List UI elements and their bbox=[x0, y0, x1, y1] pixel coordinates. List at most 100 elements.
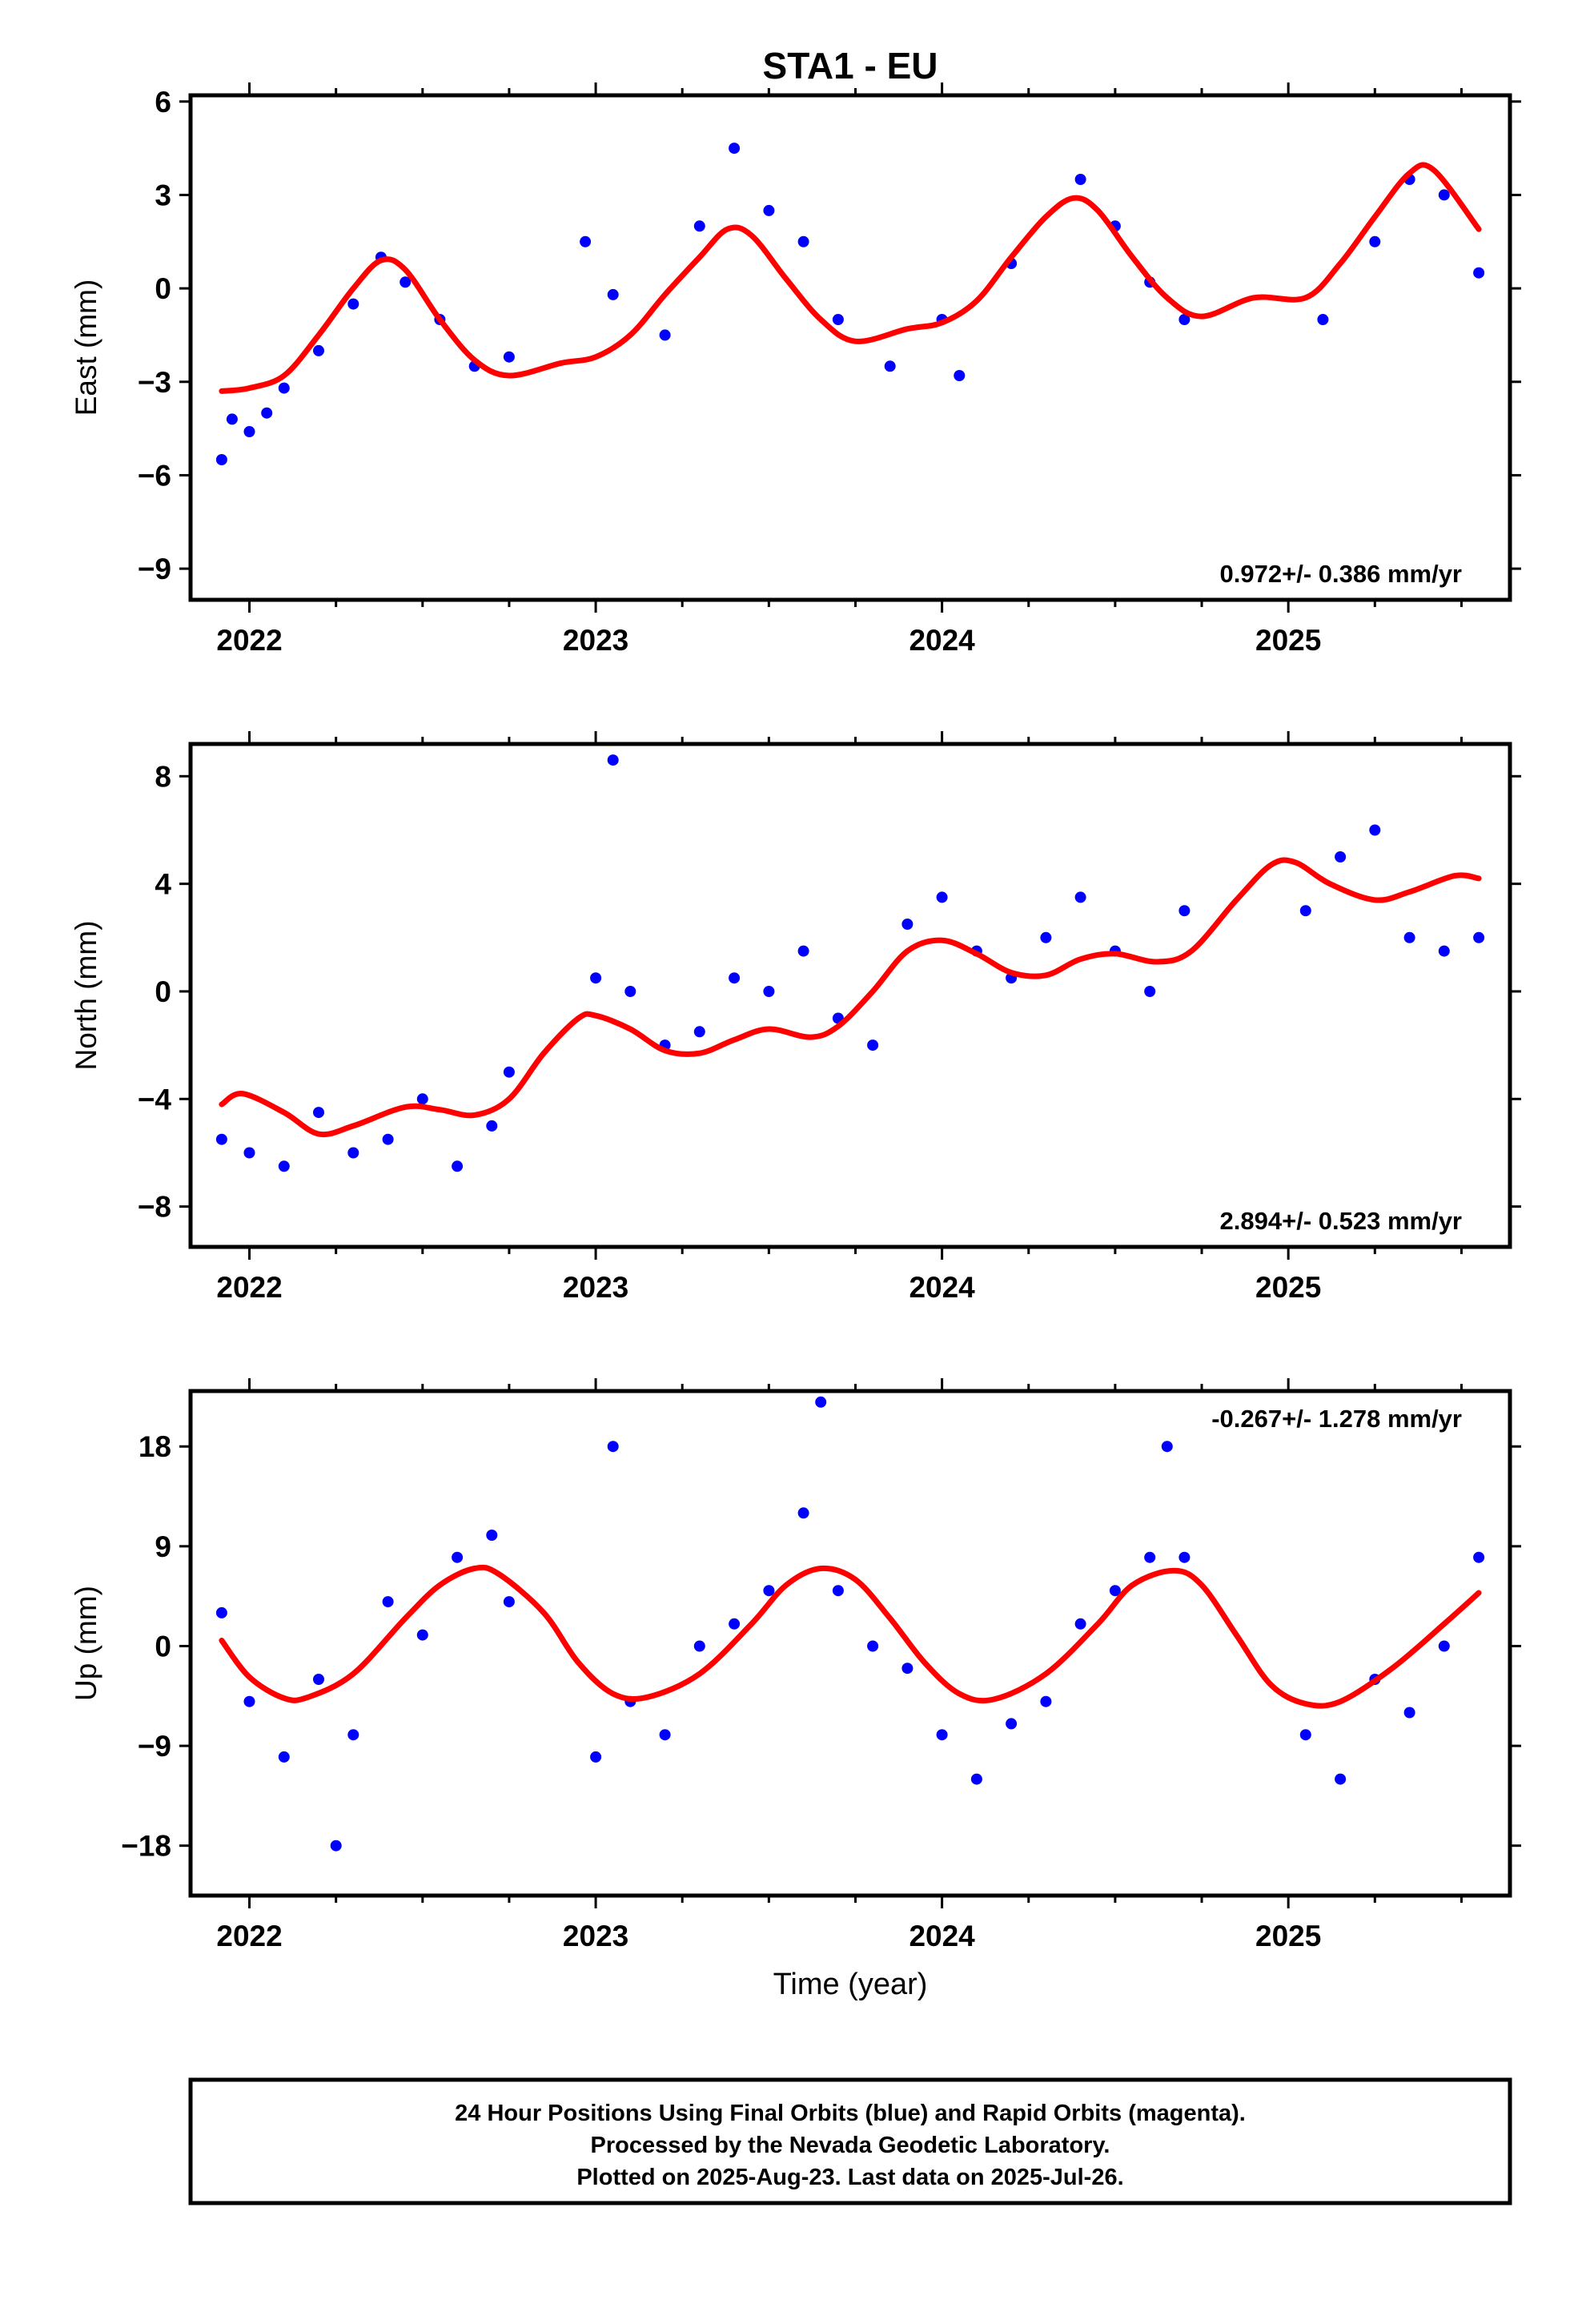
x-tick-label: 2023 bbox=[563, 1920, 628, 1952]
data-point bbox=[884, 360, 896, 372]
data-point bbox=[867, 1039, 879, 1051]
data-point bbox=[1161, 1441, 1173, 1453]
rate-annotation: -0.267+/- 1.278 mm/yr bbox=[1211, 1405, 1462, 1433]
data-point bbox=[313, 1674, 324, 1685]
data-point bbox=[936, 891, 948, 903]
data-point bbox=[347, 1147, 359, 1159]
data-point bbox=[243, 1695, 255, 1707]
data-point bbox=[954, 370, 966, 381]
y-tick-label: −6 bbox=[138, 459, 171, 492]
data-point bbox=[659, 329, 671, 341]
data-point bbox=[607, 1441, 619, 1453]
y-tick-label: 9 bbox=[155, 1530, 171, 1563]
data-point bbox=[607, 754, 619, 766]
data-point bbox=[503, 1066, 515, 1078]
data-point bbox=[797, 945, 809, 957]
data-point bbox=[693, 1640, 705, 1652]
data-point bbox=[1403, 931, 1415, 943]
y-tick-label: 6 bbox=[155, 86, 171, 119]
plot-frame bbox=[188, 1389, 1512, 1898]
data-point bbox=[1473, 267, 1485, 279]
figure-title: STA1 - EU bbox=[763, 45, 938, 86]
data-point bbox=[1299, 905, 1311, 917]
x-tick-label: 2022 bbox=[216, 1920, 282, 1952]
model-curve bbox=[219, 162, 1482, 394]
data-point bbox=[763, 986, 775, 997]
data-point bbox=[1438, 945, 1450, 957]
y-tick-label: 18 bbox=[139, 1430, 171, 1463]
data-point bbox=[693, 1026, 705, 1038]
data-point bbox=[1473, 931, 1485, 943]
data-point bbox=[1403, 1707, 1415, 1719]
data-point bbox=[1006, 1718, 1018, 1730]
data-point bbox=[1074, 891, 1086, 903]
y-tick-label: −9 bbox=[138, 1730, 171, 1763]
data-point bbox=[936, 1729, 948, 1741]
data-point bbox=[416, 1093, 428, 1105]
data-point bbox=[1438, 189, 1450, 201]
data-point bbox=[347, 1729, 359, 1741]
y-tick-label: −4 bbox=[138, 1083, 172, 1116]
data-point bbox=[1144, 986, 1156, 997]
data-point bbox=[729, 1618, 741, 1630]
y-tick-label: −9 bbox=[138, 553, 171, 585]
y-tick-label: 0 bbox=[155, 975, 171, 1008]
data-point bbox=[278, 382, 290, 394]
data-point bbox=[1109, 1585, 1121, 1597]
x-tick-label: 2024 bbox=[909, 1920, 975, 1952]
x-axis-label: Time (year) bbox=[773, 1968, 928, 2001]
rate-annotation: 2.894+/- 0.523 mm/yr bbox=[1220, 1207, 1462, 1235]
x-tick-label: 2025 bbox=[1255, 1271, 1321, 1304]
data-point bbox=[832, 314, 844, 325]
data-point bbox=[693, 220, 705, 232]
x-tick-label: 2023 bbox=[563, 1271, 628, 1304]
plot-frame bbox=[188, 742, 1512, 1249]
data-point bbox=[659, 1729, 671, 1741]
data-point bbox=[832, 1585, 844, 1597]
data-point bbox=[215, 1606, 227, 1618]
data-point bbox=[624, 986, 636, 997]
y-tick-label: −18 bbox=[121, 1830, 171, 1863]
data-point bbox=[452, 1160, 464, 1172]
data-point bbox=[901, 919, 913, 930]
data-point bbox=[1299, 1729, 1311, 1741]
data-point bbox=[729, 143, 741, 155]
data-point bbox=[1178, 1551, 1191, 1563]
data-point bbox=[1074, 1618, 1086, 1630]
data-point bbox=[867, 1640, 879, 1652]
data-point bbox=[1317, 314, 1329, 325]
y-tick-label: 8 bbox=[155, 760, 171, 793]
data-point bbox=[215, 1133, 227, 1145]
x-tick-label: 2024 bbox=[909, 1271, 975, 1304]
data-point bbox=[503, 1596, 515, 1608]
data-point bbox=[1178, 314, 1191, 325]
footer-line-3: Plotted on 2025-Aug-23. Last data on 202… bbox=[576, 2165, 1123, 2190]
data-point bbox=[1335, 851, 1347, 862]
data-point bbox=[729, 972, 741, 984]
footer-line-2: Processed by the Nevada Geodetic Laborat… bbox=[591, 2133, 1110, 2158]
data-point bbox=[400, 276, 412, 288]
up-panel: 18 9 0 −9 −18 2022 2023 2024 2025 Up (mm) -0.267+/… bbox=[70, 1378, 1521, 1952]
y-tick-label: −3 bbox=[138, 366, 171, 399]
model-curve bbox=[219, 857, 1482, 1138]
y-tick-label: 3 bbox=[155, 179, 171, 211]
y-tick-label: 0 bbox=[155, 1630, 171, 1663]
plot-frame bbox=[188, 93, 1512, 602]
data-point bbox=[590, 972, 602, 984]
data-point bbox=[797, 1507, 809, 1519]
y-axis-label: North (mm) bbox=[70, 920, 102, 1070]
data-point bbox=[382, 1596, 394, 1608]
data-point bbox=[763, 204, 775, 216]
data-point bbox=[1369, 235, 1381, 247]
x-tick-label: 2025 bbox=[1255, 624, 1321, 657]
data-point bbox=[1040, 931, 1052, 943]
data-point bbox=[901, 1663, 913, 1675]
data-point bbox=[1074, 174, 1086, 185]
data-point bbox=[1040, 1695, 1052, 1707]
x-tick-label: 2023 bbox=[563, 624, 628, 657]
data-point bbox=[486, 1120, 498, 1132]
data-point bbox=[278, 1751, 290, 1763]
data-point bbox=[486, 1530, 498, 1541]
data-point bbox=[1178, 905, 1191, 917]
data-point bbox=[1369, 824, 1381, 836]
